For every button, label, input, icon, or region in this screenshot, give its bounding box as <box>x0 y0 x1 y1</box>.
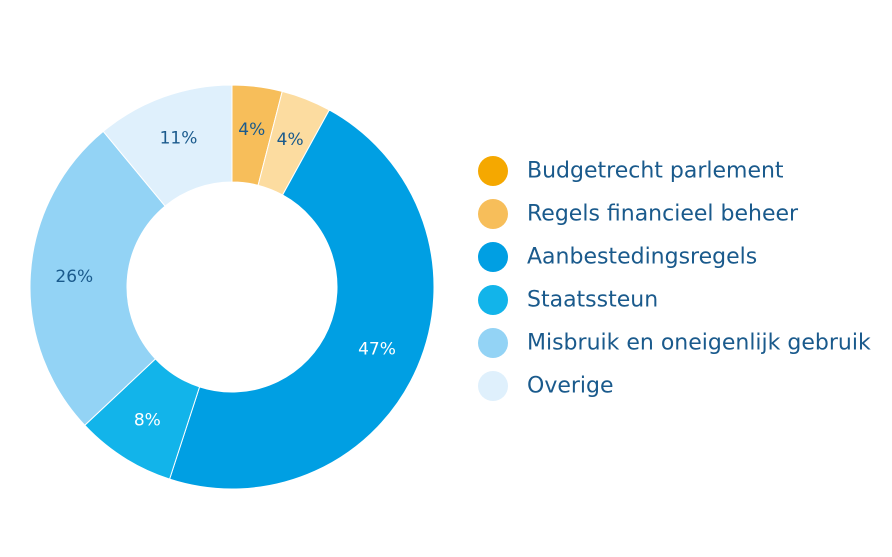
slice-aanbestedingsregels <box>168 109 435 490</box>
slice-misbruik-en-oneigenlijk-gebruik <box>29 130 166 426</box>
donut-slices <box>29 84 435 490</box>
slice-label-aanbestedingsregels: 47% <box>358 340 396 360</box>
slice-overige <box>102 84 233 207</box>
legend-swatch-regels-financieel-beheer <box>478 199 508 229</box>
legend-swatch-overige <box>478 371 508 401</box>
slice-label-budgetrecht-parlement: 4% <box>238 120 265 140</box>
legend-label-staatssteun: Staatssteun <box>527 288 658 313</box>
legend-swatch-misbruik-en-oneigenlijk-gebruik <box>478 328 508 358</box>
legend-label-misbruik-en-oneigenlijk-gebruik: Misbruik en oneigenlijk gebruik <box>527 331 871 356</box>
slice-labels: 4% 4% 47% 8% 26% 11% <box>55 120 395 430</box>
legend: Budgetrecht parlement Regels financieel b… <box>478 156 871 401</box>
legend-swatch-staatssteun <box>478 285 508 315</box>
slice-label-regels-financieel-beheer: 4% <box>277 130 304 150</box>
legend-label-budgetrecht-parlement: Budgetrecht parlement <box>527 159 784 184</box>
legend-label-aanbestedingsregels: Aanbestedingsregels <box>527 245 757 270</box>
legend-swatch-aanbestedingsregels <box>478 242 508 272</box>
slice-label-staatssteun: 8% <box>134 410 161 430</box>
slice-label-misbruik-en-oneigenlijk-gebruik: 26% <box>55 267 93 287</box>
slice-label-overige: 11% <box>160 128 198 148</box>
legend-label-regels-financieel-beheer: Regels financieel beheer <box>527 202 799 227</box>
legend-swatch-budgetrecht-parlement <box>478 156 508 186</box>
legend-label-overige: Overige <box>527 374 614 399</box>
